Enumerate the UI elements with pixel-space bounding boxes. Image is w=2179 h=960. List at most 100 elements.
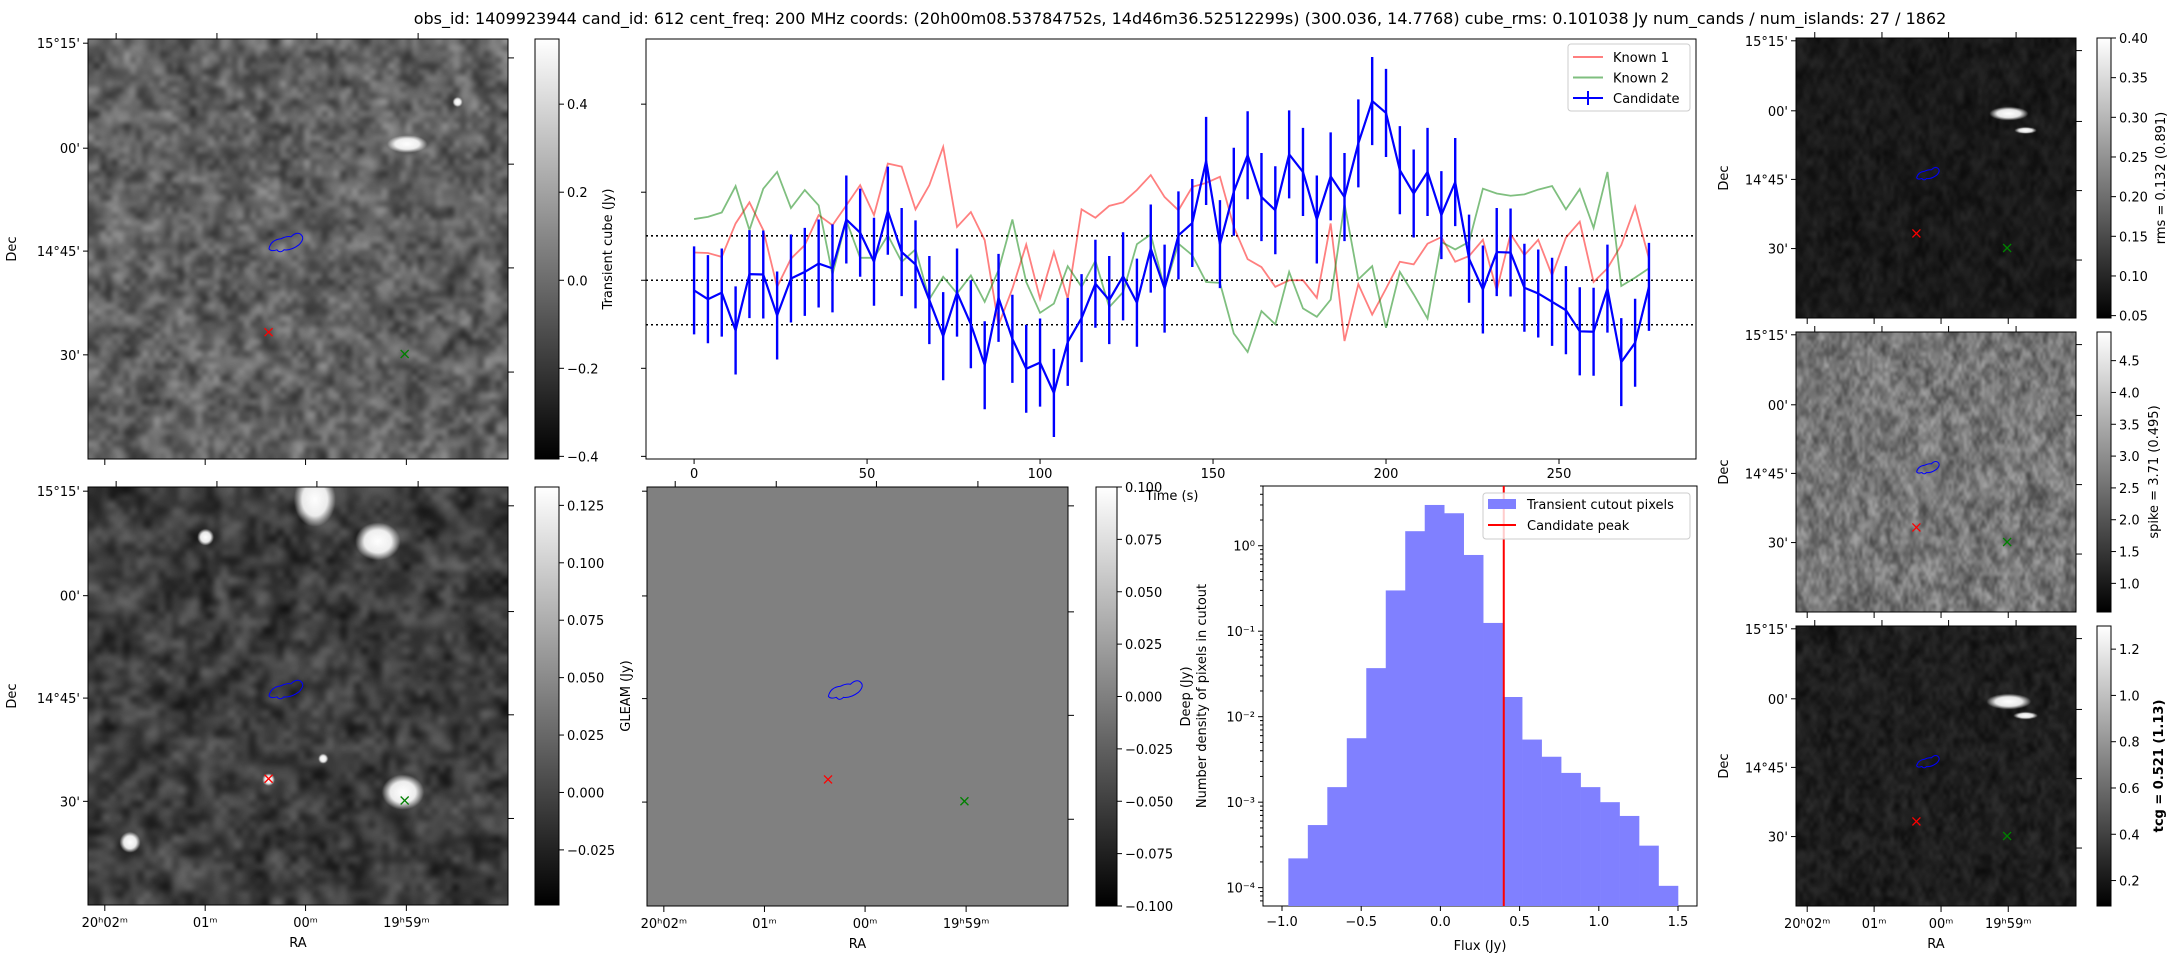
- known-source-marker: [2002, 831, 2012, 841]
- colorbar-tick-label: 0.000: [567, 786, 604, 801]
- ra-axis-label: RA: [289, 936, 307, 951]
- dec-tick-label: 15°15': [37, 37, 80, 52]
- ra-tick-label: 19ʰ59ᵐ: [383, 916, 429, 931]
- legend-label: Candidate peak: [1527, 519, 1630, 534]
- x-tick-label: 1.5: [1668, 915, 1689, 930]
- colorbar-tick-label: −0.2: [567, 362, 599, 377]
- dec-axis-label: Dec: [5, 236, 20, 261]
- colorbar-tick-label: 0.40: [2119, 32, 2148, 47]
- legend-box: [1482, 492, 1691, 540]
- ra-tick-label: 00ᵐ: [1929, 917, 1954, 932]
- gleam-colorbar: 0.125 0.100 0.075 0.050 0.025 0.000 −0.025 GLEA…: [534, 486, 634, 906]
- lightcurve-axes: [645, 38, 1697, 460]
- colorbar-gradient: [2096, 37, 2112, 319]
- island-contour: [1916, 754, 1940, 769]
- x-tick-label: 1.0: [1588, 915, 1609, 930]
- legend-label: Known 2: [1613, 72, 1669, 87]
- x-tick-label: −1.0: [1266, 915, 1298, 930]
- colorbar-tick-label: 1.2: [2119, 643, 2140, 658]
- ra-tick-label: 20ʰ02ᵐ: [82, 916, 128, 931]
- colorbar-tick-label: 0.4: [2119, 828, 2140, 843]
- histogram-bar: [1580, 787, 1601, 906]
- known-source-marker: [2002, 537, 2012, 547]
- colorbar-tick-label: 0.8: [2119, 736, 2140, 751]
- histogram-legend: Transient cutout pixels Candidate peak: [1482, 492, 1691, 540]
- histogram-bar: [1522, 739, 1542, 906]
- colorbar-tick-label: 0.050: [1125, 586, 1162, 601]
- dec-axis-label: Dec: [5, 683, 20, 708]
- deep-panel: 20ʰ02ᵐ 01ᵐ 00ᵐ 19ʰ59ᵐ RA: [641, 481, 1074, 952]
- ra-tick-label: 01ᵐ: [752, 917, 777, 932]
- dec-tick-label: 30': [1768, 243, 1788, 258]
- histogram-bar: [1658, 885, 1679, 906]
- histogram-chart: −1.0 −0.5 0.0 0.5 1.0 1.5 10⁰ 10⁻¹ 10⁻² 10⁻³ 10⁻⁴ F…: [1195, 485, 1698, 954]
- ra-tick-label: 19ʰ59ᵐ: [1985, 917, 2031, 932]
- x-tick-label: 0.0: [1430, 915, 1451, 930]
- colorbar-tick-label: −0.4: [567, 450, 599, 465]
- deep-image: [647, 487, 1068, 906]
- x-stroke: [264, 327, 274, 337]
- colorbar-tick-label: 3.5: [2119, 418, 2140, 433]
- y-tick-label: 10⁻²: [1226, 711, 1255, 726]
- dec-tick-label: 14°45': [1745, 467, 1788, 482]
- dec-tick-label: 15°15': [1745, 35, 1788, 50]
- series-known-1: [694, 143, 1650, 342]
- legend-label: Known 1: [1613, 51, 1669, 66]
- x-tick-label: −0.5: [1345, 915, 1377, 930]
- colorbar-tick-label: 0.075: [567, 614, 604, 629]
- colorbar-label: spike = 3.71 (0.495): [2147, 405, 2162, 538]
- histogram-bar: [1307, 825, 1328, 906]
- colorbar-tick-label: 0.075: [1125, 533, 1162, 548]
- lightcurve-legend: Known 1 Known 2 Candidate: [1567, 43, 1691, 112]
- colorbar-tick-label: 0.100: [567, 557, 604, 572]
- ra-tick-label: 01ᵐ: [193, 916, 218, 931]
- colorbar-label: Transient cube (Jy): [601, 189, 616, 311]
- colorbar-tick-label: 1.0: [2119, 577, 2140, 592]
- x-axis-label: Time (s): [1145, 489, 1199, 504]
- colorbar-tick-label: 0.10: [2119, 270, 2148, 285]
- rms-panel: 15°15' 00' 14°45' 30' Dec: [1717, 32, 2082, 324]
- dec-tick-label: 15°15': [1745, 623, 1788, 638]
- rms-frame: [1795, 37, 2077, 319]
- histogram-bar: [1385, 590, 1406, 906]
- dec-tick-label: 15°15': [37, 485, 80, 500]
- colorbar-tick-label: 0.125: [567, 499, 604, 514]
- island-contour: [827, 680, 863, 700]
- legend-label: Transient cutout pixels: [1526, 498, 1674, 513]
- colorbar-tick-label: −0.100: [1125, 900, 1173, 915]
- candidate-marker: [264, 327, 274, 337]
- legend-swatch: [1488, 499, 1516, 509]
- legend-label: Candidate: [1613, 92, 1679, 107]
- x-tick-label: 100: [1028, 467, 1053, 482]
- dec-tick-label: 00': [60, 590, 80, 605]
- known-source-marker: [400, 796, 410, 805]
- transient-cube-panel: 15°15' 00' 14°45' 30' Dec: [5, 33, 514, 465]
- colorbar-label: Deep (Jy): [1179, 666, 1194, 726]
- colorbar-tick-label: −0.025: [567, 844, 615, 859]
- x-stroke: [959, 796, 969, 806]
- tcg-colorbar: 1.2 1.0 0.8 0.6 0.4 0.2 tcg = 0.521 (1.13): [2096, 625, 2167, 907]
- colorbar-gradient: [534, 486, 560, 906]
- candidate-marker: [264, 774, 274, 784]
- colorbar-tick-label: −0.075: [1125, 848, 1173, 863]
- colorbar-tick-label: 4.5: [2119, 355, 2140, 370]
- x-stroke: [823, 775, 833, 784]
- x-stroke: [400, 349, 410, 359]
- colorbar-label: GLEAM (Jy): [619, 660, 634, 731]
- colorbar-tick-label: 0.4: [567, 98, 588, 113]
- spike-panel: 15°15' 00' 14°45' 30' Dec: [1717, 326, 2082, 618]
- candidate-marker: [1911, 228, 1921, 238]
- known-source-marker: [2002, 243, 2012, 253]
- colorbar-tick-label: 0.0: [567, 274, 588, 289]
- dec-tick-label: 00': [1768, 693, 1788, 708]
- x-tick-label: 0.5: [1509, 915, 1530, 930]
- dec-tick-label: 14°45': [1745, 761, 1788, 776]
- histogram-bar: [1444, 513, 1464, 906]
- colorbar-tick-label: 0.25: [2119, 151, 2148, 166]
- dec-tick-label: 30': [1768, 831, 1788, 846]
- x-tick-label: 200: [1374, 467, 1399, 482]
- colorbar-tick-label: 0.6: [2119, 782, 2140, 797]
- histogram-bar: [1327, 787, 1348, 906]
- gleam-image: [88, 487, 508, 905]
- island-contour: [1916, 166, 1940, 181]
